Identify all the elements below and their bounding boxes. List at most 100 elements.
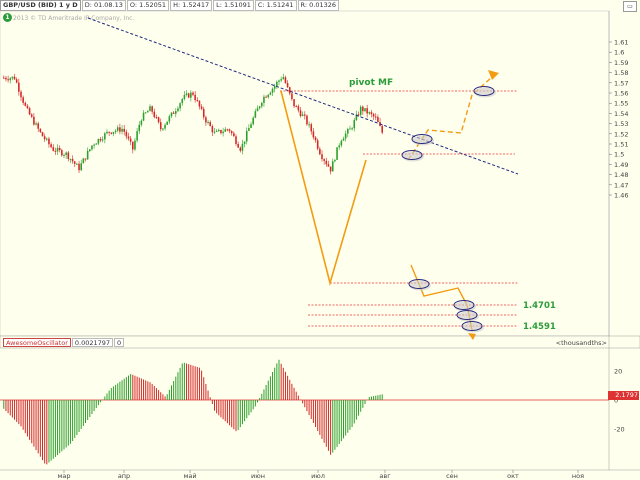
candle [13,76,16,80]
candle [220,129,222,134]
oscillator-name[interactable]: AwesomeOscillator [3,338,71,347]
candle [138,124,141,132]
candle [215,130,218,132]
grid [0,10,640,471]
time-tick-label: мар [57,472,70,480]
candle [237,143,239,148]
candle [301,114,304,116]
candle [334,159,336,162]
low-field: L: 1.51091 [213,0,254,11]
candle [338,145,340,148]
candle [61,150,63,156]
candle [209,121,211,127]
price-tick-label: 1.5 [614,151,624,159]
candle [35,123,37,125]
marker-circle [453,300,475,310]
bullish-arrow [488,70,499,80]
candle [196,100,199,102]
candle [155,117,158,119]
candle [256,108,259,112]
candle [84,158,87,160]
close-field: C: 1.51241 [254,0,297,11]
candle [239,147,242,151]
candle [347,129,349,134]
candle [144,112,147,114]
candle [310,124,313,132]
candle [179,103,181,109]
candle [142,112,145,121]
candle [364,108,366,112]
candle [248,128,250,131]
candle [265,96,267,98]
candle [267,94,270,98]
candle [39,128,42,133]
candle [366,108,368,114]
symbol-title[interactable]: GBP/USD (BID) 1 y D [0,0,81,11]
candle [250,124,252,129]
candle [28,108,31,115]
candle [233,133,235,137]
candle [26,105,29,109]
candle [276,81,278,86]
candle [80,163,82,171]
expand-icon[interactable]: ▭ [623,1,637,12]
candle [357,114,360,116]
candle [263,96,265,103]
candle [316,140,319,149]
overlays: pivot MF 1.4701 1.4591 [87,17,556,340]
candle [127,136,130,139]
axes: 1.61 1.6 1.59 1.58 1.57 1.56 1.55 1.54 1.53 1.52 1… [57,39,628,480]
candle [198,100,201,107]
marker-circle [456,310,478,320]
candle [136,131,138,141]
candle [50,144,52,148]
candle [205,117,207,123]
time-tick-label: апр [118,472,130,480]
candle [258,106,261,109]
candle [261,102,263,107]
candle [314,137,317,141]
candle [183,94,186,99]
price-tick-label: 1.56 [614,90,628,98]
candle [162,128,164,130]
candle [308,124,310,126]
candle [18,82,20,92]
candle [325,160,328,165]
candle [252,117,254,125]
osc-tick-label: 0 [614,397,618,405]
candle [89,149,91,151]
candle [3,77,5,79]
level-label-2: 1.4591 [523,322,556,332]
time-tick-label: май [183,472,196,480]
candle [101,139,104,141]
candle [377,116,379,122]
candle [329,166,332,172]
candle [374,116,377,118]
candle [278,80,280,82]
candle [370,112,373,115]
candle [349,128,351,130]
candle [54,150,57,152]
candle [295,106,297,108]
candle [129,138,132,142]
candle [241,143,244,151]
candle [226,129,229,131]
candle [359,106,362,115]
candle [52,147,55,151]
candle [190,92,192,98]
candle [228,129,231,132]
osc-tick-label: -20 [614,426,625,434]
candle [200,106,203,109]
candle [159,122,162,130]
candle [106,131,108,134]
candle [312,131,315,138]
study-count-badge[interactable]: 1 [3,13,12,22]
candle [99,138,102,141]
candles [3,73,383,175]
candle [134,140,136,150]
candle [177,108,179,112]
price-tick-label: 1.46 [614,192,628,200]
candle [65,152,67,155]
candle [56,147,59,152]
